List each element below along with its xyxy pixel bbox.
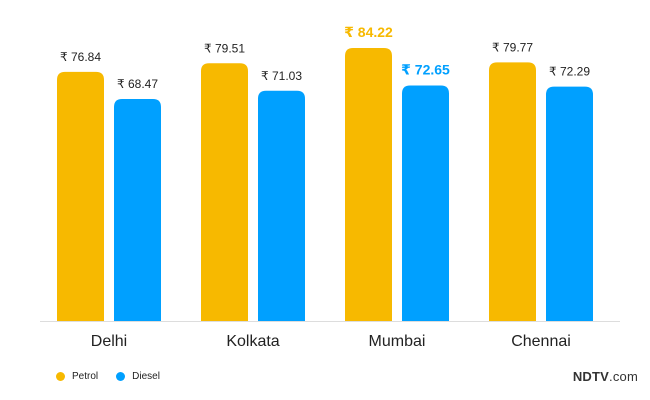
legend-label-diesel: Diesel [132,371,160,382]
data-label-mumbai-diesel: ₹ 72.65 [401,62,450,78]
data-label-delhi-diesel: ₹ 68.47 [117,77,158,91]
data-label-mumbai-petrol: ₹ 84.22 [344,24,393,40]
bar-chennai-diesel [546,86,593,321]
bar-chart: ₹ 76.84 ₹ 68.47 Delhi ₹ 79.51 ₹ 71.03 Kolkata… [40,24,620,350]
bar-delhi-petrol [57,71,104,321]
category-label-delhi: Delhi [91,333,127,350]
brand-suffix: .com [609,369,638,384]
legend-swatch-petrol [56,372,65,381]
brand-logo: NDTV.com [573,369,638,384]
legend-item-petrol: Petrol [56,371,98,382]
data-label-chennai-diesel: ₹ 72.29 [549,65,590,79]
brand-name: NDTV [572,369,610,384]
bar-delhi-diesel [114,99,161,321]
bar-kolkata-petrol [201,63,248,321]
bar-mumbai-petrol [345,48,392,321]
category-label-kolkata: Kolkata [226,333,279,350]
data-label-chennai-petrol: ₹ 79.77 [492,40,533,54]
data-label-kolkata-petrol: ₹ 79.51 [204,41,245,55]
legend-label-petrol: Petrol [72,371,99,382]
legend-item-diesel: Diesel [116,371,160,382]
data-label-kolkata-diesel: ₹ 71.03 [261,69,302,83]
bar-kolkata-diesel [258,90,305,321]
legend: Petrol Diesel [56,371,160,382]
category-label-mumbai: Mumbai [369,333,426,350]
bar-chennai-petrol [489,62,536,322]
data-label-delhi-petrol: ₹ 76.84 [60,50,101,64]
category-label-chennai: Chennai [511,333,571,350]
bar-mumbai-diesel [402,85,449,321]
legend-swatch-diesel [116,372,126,381]
